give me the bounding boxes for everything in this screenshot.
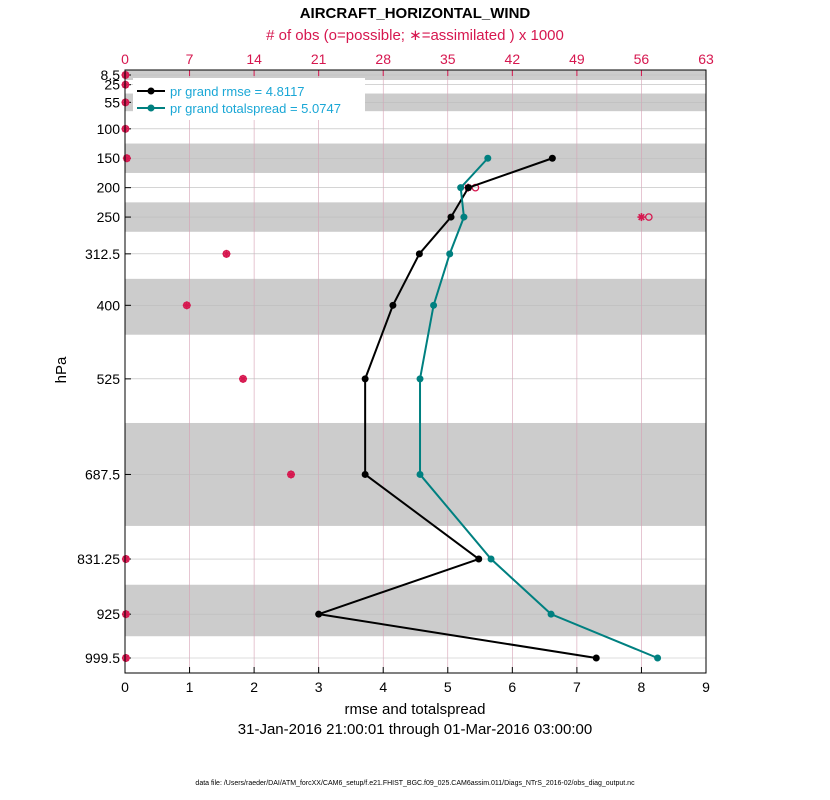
top-tick-label-42: 42 (505, 51, 521, 67)
obs-assimilated-stroke-11-3 (122, 555, 130, 563)
x-tick-label-5: 5 (444, 679, 452, 695)
y-tick-label-10: 687.5 (85, 466, 120, 482)
obs-assimilated-marker-6 (637, 213, 646, 222)
x-tick-label-1: 1 (186, 679, 194, 695)
legend-rmse-label: pr grand rmse = 4.8117 (170, 84, 305, 99)
level-band-4 (125, 278, 706, 335)
x-tick-label-2: 2 (250, 679, 258, 695)
legend-spread-marker (147, 104, 155, 112)
y-tick-label-4: 150 (97, 150, 121, 166)
top-tick-label-49: 49 (569, 51, 585, 67)
top-tick-label-7: 7 (186, 51, 194, 67)
top-tick-label-21: 21 (311, 51, 327, 67)
series-1-point-5 (416, 375, 424, 383)
obs-assimilated-stroke-7-3 (223, 250, 230, 258)
obs-assimilated-stroke-10-3 (287, 471, 295, 478)
series-1-point-2 (460, 213, 468, 221)
y-tick-label-7: 312.5 (85, 246, 120, 262)
y-tick-label-5: 200 (97, 180, 121, 196)
series-0-point-9 (592, 654, 600, 662)
series-0-point-4 (389, 301, 397, 309)
x-tick-label-8: 8 (638, 679, 646, 695)
obs-assimilated-marker-13 (121, 653, 130, 662)
obs-assimilated-marker-8 (182, 301, 191, 310)
x-tick-label-0: 0 (121, 679, 129, 695)
x-tick-label-7: 7 (573, 679, 581, 695)
series-line-0 (318, 157, 597, 659)
series-0-point-8 (315, 610, 323, 618)
obs-assimilated-marker-10 (287, 470, 295, 479)
series-0-point-0 (548, 154, 556, 162)
bottom-axis-ticks: 0 1 2 3 4 5 6 7 8 9 (121, 667, 710, 695)
x-tick-label-6: 6 (508, 679, 516, 695)
top-tick-label-28: 28 (375, 51, 391, 67)
legend-box (133, 78, 365, 120)
obs-possible-marker-6 (644, 213, 653, 221)
level-band-6 (125, 584, 706, 637)
top-axis-ticks: 0 7 14 21 28 35 42 49 56 63 (121, 51, 714, 76)
series-1-point-9 (654, 654, 662, 662)
obs-assimilated-stroke-13-3 (122, 654, 130, 662)
y-tick-label-0: 8.5 (101, 67, 121, 83)
date-range: 31-Jan-2016 21:00:01 through 01-Mar-2016… (238, 721, 592, 738)
y-tick-label-6: 250 (97, 209, 121, 225)
series-1-point-7 (487, 555, 495, 563)
chart-title: AIRCRAFT_HORIZONTAL_WIND (300, 5, 531, 22)
obs-assimilated-marker-7 (222, 249, 231, 258)
series-1-point-1 (457, 184, 465, 192)
top-axis-label: # of obs (o=possible; ∗=assimilated ) x … (266, 27, 564, 44)
top-tick-label-14: 14 (246, 51, 262, 67)
y-tick-label-13: 999.5 (85, 650, 120, 666)
level-bands (125, 70, 706, 637)
series-1-point-8 (547, 610, 555, 618)
top-tick-label-0: 0 (121, 51, 129, 67)
y-tick-label-8: 400 (97, 297, 121, 313)
x-tick-label-4: 4 (379, 679, 387, 695)
series-0-point-3 (415, 250, 423, 258)
x-axis-label: rmse and totalspread (345, 701, 486, 718)
y-tick-label-1: 25 (104, 77, 120, 93)
top-tick-label-56: 56 (634, 51, 650, 67)
legend-spread-label: pr grand totalspread = 5.0747 (170, 101, 341, 116)
top-tick-label-35: 35 (440, 51, 456, 67)
series-0-point-7 (475, 555, 483, 563)
obs-assimilated-marker-12 (121, 610, 130, 619)
y-tick-label-3: 100 (97, 121, 121, 137)
legend-rmse-marker (147, 87, 155, 95)
series-1-point-4 (430, 301, 438, 309)
obs-assimilated-marker-9 (239, 374, 248, 383)
obs-assimilated-marker-11 (121, 555, 130, 564)
x-tick-label-9: 9 (702, 679, 710, 695)
y-axis-label: hPa (53, 356, 70, 383)
series-lines (315, 154, 662, 662)
series-0-point-1 (464, 184, 472, 192)
x-tick-label-3: 3 (315, 679, 323, 695)
obs-assimilated-stroke-6-3 (638, 213, 645, 221)
legend: pr grand rmse = 4.8117 pr grand totalspr… (133, 78, 365, 120)
top-tick-label-63: 63 (698, 51, 714, 67)
series-0-point-6 (361, 470, 369, 478)
y-tick-label-9: 525 (97, 371, 121, 387)
footer-data-file: data file: /Users/raeder/DAI/ATM_forcXX/… (195, 780, 635, 787)
series-line-1 (419, 157, 658, 659)
obs-assimilated-stroke-8-3 (183, 301, 191, 309)
series-1-point-3 (446, 250, 454, 258)
obs-assimilated-stroke-9-3 (239, 375, 247, 383)
obs-assimilated-stroke-12-3 (122, 610, 130, 618)
plot-frame (124, 69, 707, 674)
series-0-point-2 (447, 213, 455, 221)
y-tick-label-12: 925 (97, 606, 121, 622)
y-tick-label-11: 831.25 (77, 551, 120, 567)
series-1-point-6 (416, 470, 424, 478)
series-0-point-5 (361, 375, 369, 383)
series-1-point-0 (484, 154, 492, 162)
y-tick-label-2: 55 (104, 94, 120, 110)
